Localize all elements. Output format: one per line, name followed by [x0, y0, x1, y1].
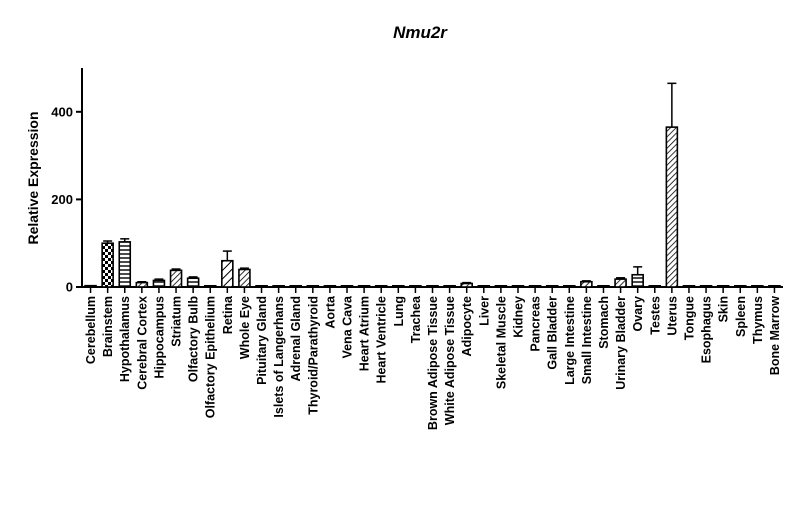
x-category-label: Lung	[392, 296, 406, 327]
x-category-label: Hypothalamus	[118, 296, 132, 382]
x-category-label: Pancreas	[529, 296, 543, 352]
bar	[374, 284, 388, 288]
y-tick-label: 0	[66, 280, 73, 295]
bars-group	[84, 126, 781, 288]
x-category-label: White Adipose Tissue	[443, 296, 457, 425]
x-category-label: Hippocampus	[152, 296, 166, 379]
x-category-label: Esophagus	[700, 296, 714, 363]
bar	[152, 279, 166, 288]
x-category-label: Gall Bladder	[546, 296, 560, 370]
bar	[392, 284, 405, 288]
x-category-label: Tongue	[682, 296, 696, 340]
bar	[614, 278, 627, 288]
x-category-label: Adipocyte	[460, 296, 474, 356]
x-category-label: Olfactory Epithelium	[204, 296, 218, 418]
bar	[528, 284, 542, 288]
bar	[580, 280, 593, 288]
bar	[306, 284, 320, 288]
x-category-label: Adrenal Gland	[289, 296, 303, 381]
bar	[733, 284, 747, 288]
x-category-label: Liver	[477, 296, 491, 326]
x-category-label: Brown Adipose Tissue	[426, 296, 440, 430]
bar	[238, 268, 251, 288]
x-category-label: Olfactory Bulb	[187, 296, 201, 382]
bar	[272, 284, 285, 288]
x-category-label: Small Intestine	[580, 296, 594, 384]
bar	[221, 259, 234, 288]
category-labels: Cerebellum Brainstem Hypothalamus Cerebral …	[84, 295, 782, 430]
bar	[84, 284, 97, 288]
bar	[511, 284, 525, 288]
x-category-label: Thyroid/Parathyroid	[306, 296, 320, 415]
bar	[545, 284, 559, 288]
y-tick-label: 400	[51, 104, 73, 119]
x-category-label: Brainstem	[101, 296, 115, 357]
x-category-label: Urinary Bladder	[614, 296, 628, 390]
x-category-label: Retina	[221, 295, 235, 334]
y-axis-label: Relative Expression	[25, 111, 41, 244]
x-axis	[82, 286, 783, 293]
x-category-label: Skin	[717, 296, 731, 322]
bar	[768, 284, 781, 288]
x-category-label: Heart Ventricle	[375, 296, 389, 384]
x-category-label: Cerebral Cortex	[135, 296, 149, 390]
bar	[648, 284, 662, 288]
x-category-label: Aorta	[323, 295, 337, 329]
x-category-label: Ovary	[631, 296, 645, 331]
bar	[118, 241, 132, 288]
x-category-label: Spleen	[734, 296, 748, 337]
x-category-label: Testes	[648, 296, 662, 335]
x-category-label: Cerebellum	[84, 296, 98, 364]
bar	[631, 273, 644, 288]
bar	[409, 284, 422, 288]
bar	[169, 269, 183, 288]
x-category-label: Uterus	[665, 296, 679, 336]
chart-title: Nmu2r	[393, 23, 448, 42]
bar	[751, 284, 764, 288]
bar	[665, 126, 679, 288]
bar	[699, 284, 713, 288]
bar	[101, 242, 114, 288]
x-category-label: Islets of Langerhans	[272, 296, 286, 418]
bar	[597, 284, 610, 288]
bar	[460, 282, 473, 288]
bar	[716, 284, 730, 288]
x-category-label: Pituitary Gland	[255, 296, 269, 385]
x-category-label: Trachea	[409, 295, 423, 343]
bar	[443, 284, 456, 288]
x-category-label: Thymus	[751, 296, 765, 344]
bar	[562, 284, 576, 288]
y-axis: 0 200 400	[51, 68, 83, 295]
x-category-label: Heart Atrium	[358, 296, 372, 371]
x-category-label: Whole Eye	[238, 296, 252, 359]
x-category-label: Kidney	[511, 296, 525, 338]
bar	[186, 277, 200, 288]
x-category-label: Large Intestine	[563, 296, 577, 385]
y-tick-label: 200	[51, 192, 73, 207]
bar	[682, 284, 696, 288]
x-category-label: Stomach	[597, 296, 611, 349]
bar	[135, 281, 149, 288]
x-category-label: Skeletal Muscle	[494, 296, 508, 389]
bar	[340, 284, 354, 288]
bar	[494, 284, 508, 288]
bar	[477, 284, 491, 288]
bar	[255, 284, 268, 288]
x-category-label: Striatum	[170, 296, 184, 347]
bar	[289, 284, 303, 288]
x-category-label: Vena Cava	[341, 295, 355, 359]
bar	[426, 284, 439, 288]
x-category-label: Bone Marrow	[768, 296, 782, 375]
bar	[203, 284, 217, 288]
error-bars-group	[103, 82, 677, 284]
bar	[323, 284, 337, 288]
bar	[357, 284, 371, 288]
